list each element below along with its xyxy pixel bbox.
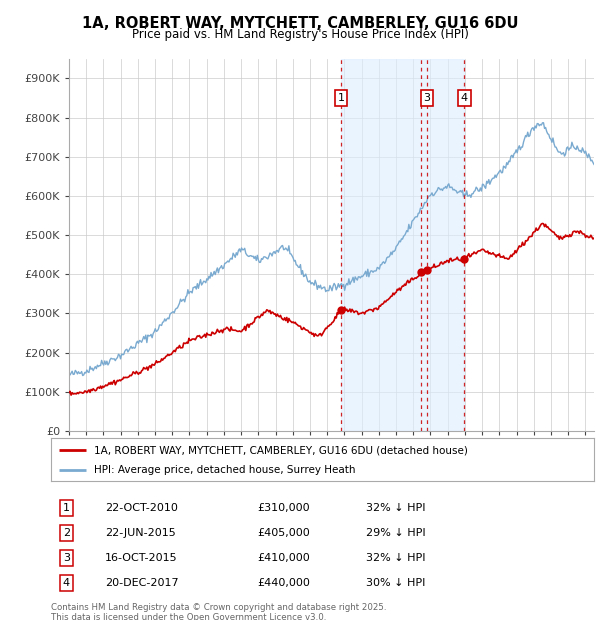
- Text: 20-DEC-2017: 20-DEC-2017: [106, 578, 179, 588]
- Text: Contains HM Land Registry data © Crown copyright and database right 2025.
This d: Contains HM Land Registry data © Crown c…: [51, 603, 386, 620]
- Text: 1: 1: [338, 93, 344, 103]
- Text: £405,000: £405,000: [257, 528, 310, 538]
- Text: 32% ↓ HPI: 32% ↓ HPI: [366, 503, 425, 513]
- Text: 1: 1: [63, 503, 70, 513]
- Text: 4: 4: [62, 578, 70, 588]
- Text: 4: 4: [461, 93, 468, 103]
- Text: 1A, ROBERT WAY, MYTCHETT, CAMBERLEY, GU16 6DU (detached house): 1A, ROBERT WAY, MYTCHETT, CAMBERLEY, GU1…: [94, 445, 469, 455]
- Text: 22-OCT-2010: 22-OCT-2010: [106, 503, 178, 513]
- Text: 32% ↓ HPI: 32% ↓ HPI: [366, 553, 425, 563]
- Text: 22-JUN-2015: 22-JUN-2015: [106, 528, 176, 538]
- Text: 30% ↓ HPI: 30% ↓ HPI: [366, 578, 425, 588]
- Text: 3: 3: [424, 93, 430, 103]
- Text: 2: 2: [62, 528, 70, 538]
- Text: £440,000: £440,000: [257, 578, 310, 588]
- Text: 1A, ROBERT WAY, MYTCHETT, CAMBERLEY, GU16 6DU: 1A, ROBERT WAY, MYTCHETT, CAMBERLEY, GU1…: [82, 16, 518, 30]
- Text: HPI: Average price, detached house, Surrey Heath: HPI: Average price, detached house, Surr…: [94, 465, 356, 475]
- Text: 16-OCT-2015: 16-OCT-2015: [106, 553, 178, 563]
- Bar: [341, 59, 464, 431]
- Text: Price paid vs. HM Land Registry's House Price Index (HPI): Price paid vs. HM Land Registry's House …: [131, 28, 469, 41]
- Text: £410,000: £410,000: [257, 553, 310, 563]
- Text: 3: 3: [63, 553, 70, 563]
- Text: 29% ↓ HPI: 29% ↓ HPI: [366, 528, 425, 538]
- Text: £310,000: £310,000: [257, 503, 310, 513]
